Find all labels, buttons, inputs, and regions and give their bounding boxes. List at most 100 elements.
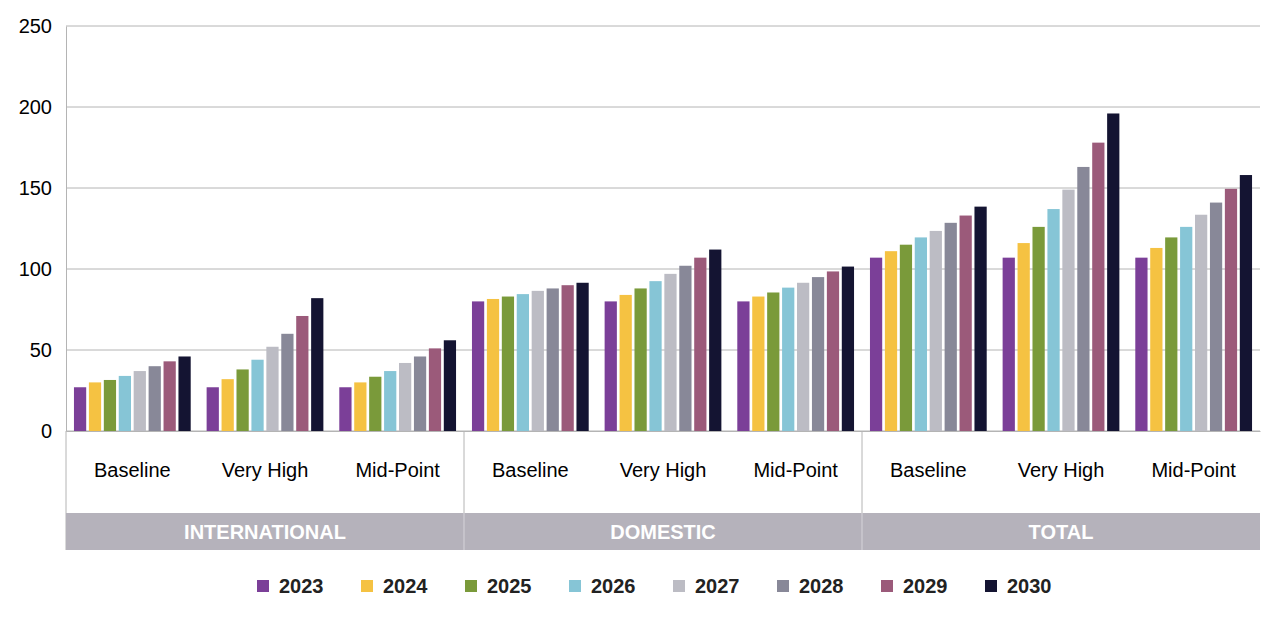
y-tick-label: 200 xyxy=(19,96,52,118)
bar xyxy=(429,348,441,431)
bar-series xyxy=(134,190,1208,431)
x-tick: Baseline xyxy=(94,431,171,481)
bar xyxy=(634,288,646,431)
bar xyxy=(1210,203,1222,431)
bar xyxy=(1062,190,1074,431)
bar xyxy=(576,283,588,431)
bar xyxy=(266,347,278,431)
bar xyxy=(930,231,942,431)
x-tick-label: Very High xyxy=(620,459,707,481)
bar xyxy=(384,371,396,431)
x-tick-label: Mid-Point xyxy=(753,459,838,481)
legend-item: 2025 xyxy=(465,575,532,597)
bar xyxy=(414,356,426,431)
bar xyxy=(164,361,176,431)
bar xyxy=(562,285,574,431)
y-axis-line xyxy=(66,27,67,432)
group-separator xyxy=(464,431,465,550)
bar xyxy=(74,387,86,431)
legend-label: 2024 xyxy=(383,575,428,597)
legend-swatch xyxy=(569,580,581,592)
bar xyxy=(797,283,809,431)
y-tick: 200 xyxy=(19,96,66,118)
bar xyxy=(1195,215,1207,431)
legend-swatch xyxy=(985,580,997,592)
x-tick: Mid-Point xyxy=(753,431,838,481)
bar xyxy=(679,266,691,431)
x-tick: Baseline xyxy=(890,431,967,481)
bar xyxy=(974,207,986,431)
legend-swatch xyxy=(881,580,893,592)
x-tick: Very High xyxy=(620,431,707,481)
legend-swatch xyxy=(465,580,477,592)
bar xyxy=(1240,175,1252,431)
bar xyxy=(842,267,854,431)
y-tick-label: 50 xyxy=(30,339,52,361)
bar xyxy=(296,316,308,431)
legend-label: 2029 xyxy=(903,575,948,597)
bar xyxy=(782,288,794,431)
bar xyxy=(1003,258,1015,431)
bar xyxy=(281,334,293,431)
x-tick: Mid-Point xyxy=(355,431,440,481)
bar xyxy=(737,301,749,431)
bar xyxy=(1225,189,1237,431)
x-tick-label: Baseline xyxy=(94,459,171,481)
x-tick: Baseline xyxy=(492,431,569,481)
group-band-divider xyxy=(862,513,863,550)
bar xyxy=(547,288,559,431)
group-bands: INTERNATIONALDOMESTICTOTAL xyxy=(66,513,1260,550)
bar xyxy=(502,297,514,431)
chart: 050100150200250BaselineVery HighMid-Poin… xyxy=(0,0,1272,624)
x-tick-label: Mid-Point xyxy=(1151,459,1236,481)
group-label: DOMESTIC xyxy=(610,521,716,543)
bar xyxy=(1047,209,1059,431)
bar xyxy=(444,340,456,431)
bar xyxy=(870,258,882,431)
bar-series xyxy=(164,143,1238,431)
bar xyxy=(517,294,529,431)
y-tick: 50 xyxy=(30,339,66,361)
legend-item: 2029 xyxy=(881,575,948,597)
y-tick-label: 100 xyxy=(19,258,52,280)
bar xyxy=(222,379,234,431)
bar xyxy=(812,277,824,431)
x-tick-label: Mid-Point xyxy=(355,459,440,481)
x-tick-label: Very High xyxy=(1018,459,1105,481)
bar-series xyxy=(149,167,1223,431)
bar xyxy=(649,281,661,431)
group-band xyxy=(66,513,1260,550)
legend-label: 2028 xyxy=(799,575,844,597)
y-tick: 150 xyxy=(19,177,66,199)
x-axis-line xyxy=(67,431,1261,432)
bar xyxy=(104,380,116,431)
bar xyxy=(709,250,721,431)
y-tick: 100 xyxy=(19,258,66,280)
bar-series xyxy=(104,227,1178,431)
bar xyxy=(354,382,366,431)
legend-item: 2030 xyxy=(985,575,1052,597)
bar xyxy=(960,216,972,431)
legend-swatch xyxy=(257,580,269,592)
legend-label: 2030 xyxy=(1007,575,1052,597)
y-tick: 250 xyxy=(19,15,66,37)
legend: 20232024202520262027202820292030 xyxy=(257,575,1052,597)
bar xyxy=(1150,248,1162,431)
bar xyxy=(487,299,499,431)
bar xyxy=(1135,258,1147,431)
grid xyxy=(66,26,1260,431)
bar xyxy=(605,301,617,431)
bar-series xyxy=(119,209,1193,431)
legend-swatch xyxy=(361,580,373,592)
bar xyxy=(915,237,927,431)
bar-series xyxy=(89,243,1163,431)
bar xyxy=(311,298,323,431)
legend-label: 2025 xyxy=(487,575,532,597)
bar xyxy=(251,360,263,431)
bar xyxy=(178,356,190,431)
bar xyxy=(399,363,411,431)
bar xyxy=(532,291,544,431)
x-tick-label: Very High xyxy=(222,459,309,481)
bar xyxy=(1032,227,1044,431)
bar xyxy=(1092,143,1104,431)
